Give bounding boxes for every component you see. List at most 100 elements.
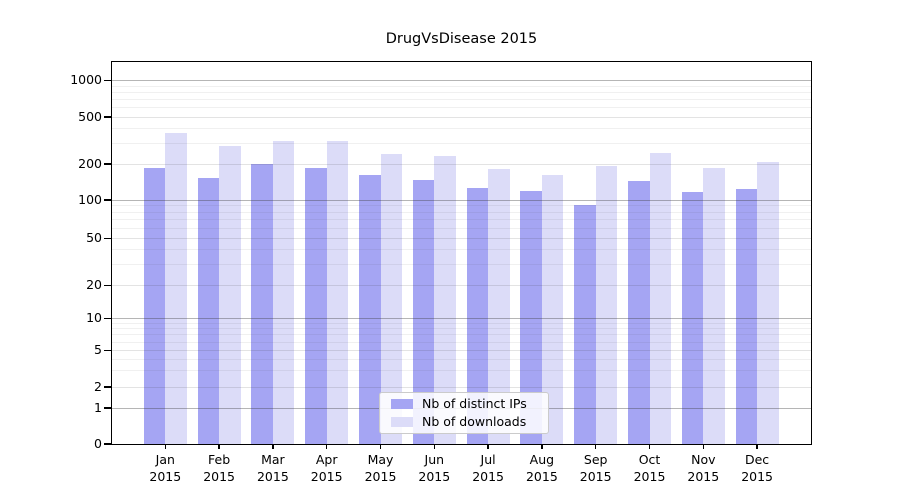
grid-layer (112, 62, 811, 444)
gridline-1000 (112, 80, 811, 81)
x-tick-mark-6 (433, 443, 436, 449)
y-tick-label: 5 (94, 342, 102, 357)
x-tick-label: Sep 2015 (579, 452, 612, 484)
legend-label-downloads: Nb of downloads (422, 414, 527, 429)
bar-nb-of-downloads-jul-2015 (488, 168, 510, 444)
x-tick-label: Feb 2015 (203, 452, 235, 484)
x-tick-label: Mar 2015 (256, 452, 289, 484)
bar-nb-of-downloads-may-2015 (380, 154, 402, 444)
bar-nb-of-distinct-ips-feb-2015 (197, 178, 220, 444)
gridline-minor-70 (112, 219, 811, 221)
x-tick-label: Jun 2015 (418, 452, 451, 484)
legend-swatch-downloads (391, 417, 413, 427)
gridline-minor-8 (112, 328, 811, 330)
bar-nb-of-downloads-sep-2015 (595, 166, 618, 444)
gridline-minor-4 (112, 358, 811, 360)
y-tick-mark-5 (104, 349, 111, 351)
gridline-minor-7 (112, 334, 811, 336)
y-tick-label: 1 (94, 399, 102, 415)
bar-nb-of-downloads-aug-2015 (541, 175, 564, 444)
gridline-minor-600 (112, 106, 811, 108)
y-tick-label: 500 (78, 108, 102, 124)
bar-nb-of-distinct-ips-sep-2015 (574, 204, 596, 444)
x-tick-mark-7 (487, 443, 489, 449)
chart-title: DrugVsDisease 2015 (385, 31, 538, 47)
plot-area (104, 61, 812, 449)
y-tick-label: 1000 (70, 72, 102, 87)
y-tick-mark-100 (104, 199, 111, 201)
bar-nb-of-distinct-ips-oct-2015 (628, 180, 650, 444)
gridline-20 (112, 285, 811, 286)
x-tick-mark-10 (648, 443, 651, 449)
x-tick-mark-2 (218, 443, 220, 449)
x-tick-label: Jan 2015 (149, 452, 182, 484)
gridline-minor-800 (112, 91, 811, 93)
gridline-minor-400 (112, 127, 811, 129)
y-tick-label: 20 (86, 277, 102, 292)
y-tick-label: 100 (78, 191, 102, 207)
gridline-minor-6 (112, 341, 811, 343)
bar-nb-of-downloads-jan-2015 (165, 133, 187, 444)
legend-item-downloads: Nb of downloads (391, 415, 548, 429)
y-tick-mark-10 (104, 317, 111, 319)
gridline-minor-3 (112, 370, 811, 372)
gridline-minor-900 (112, 85, 811, 87)
bar-nb-of-downloads-oct-2015 (649, 153, 671, 444)
bars-layer (112, 62, 811, 444)
gridline-500 (112, 116, 811, 118)
bar-nb-of-downloads-feb-2015 (219, 146, 241, 444)
bar-nb-of-downloads-apr-2015 (326, 141, 349, 444)
gridline-minor-90 (112, 205, 811, 207)
bar-nb-of-distinct-ips-aug-2015 (520, 191, 542, 444)
y-tick-mark-50 (104, 237, 111, 239)
x-tick-mark-12 (756, 443, 758, 449)
gridline-minor-700 (112, 98, 811, 100)
y-tick-label: 2 (94, 378, 102, 394)
y-tick-mark-0 (104, 443, 111, 445)
gridline-minor-30 (112, 264, 811, 266)
x-tick-mark-8 (541, 443, 543, 449)
gridline-minor-60 (112, 227, 811, 229)
legend-item-distinct-ips: Nb of distinct IPs (391, 397, 548, 411)
x-tick-label: May 2015 (364, 452, 397, 484)
y-tick-label: 50 (86, 230, 102, 245)
bar-nb-of-distinct-ips-apr-2015 (305, 167, 327, 444)
gridline-10 (112, 318, 811, 319)
y-tick-mark-200 (104, 163, 111, 165)
x-tick-label: Aug 2015 (525, 452, 558, 484)
x-tick-mark-5 (379, 443, 382, 449)
legend-label-distinct-ips: Nb of distinct IPs (422, 396, 527, 411)
y-tick-label: 0 (94, 435, 102, 451)
gridline-2 (112, 386, 811, 388)
x-tick-mark-11 (702, 443, 705, 449)
bar-nb-of-distinct-ips-jul-2015 (466, 187, 489, 444)
bar-nb-of-downloads-mar-2015 (272, 141, 295, 444)
x-tick-label: Jul 2015 (472, 452, 504, 484)
bar-nb-of-distinct-ips-mar-2015 (251, 163, 273, 444)
bar-nb-of-distinct-ips-nov-2015 (681, 191, 704, 444)
x-tick-label: Oct 2015 (633, 452, 666, 484)
x-tick-mark-3 (272, 443, 274, 449)
gridline-200 (112, 163, 811, 165)
x-tick-mark-1 (164, 443, 167, 449)
bar-nb-of-distinct-ips-may-2015 (359, 175, 381, 444)
x-tick-label: Apr 2015 (310, 452, 343, 484)
bar-nb-of-downloads-jun-2015 (434, 156, 456, 444)
bar-nb-of-downloads-dec-2015 (757, 162, 779, 444)
y-tick-mark-20 (104, 284, 111, 286)
gridline-100 (112, 199, 811, 201)
x-tick-mark-4 (325, 443, 328, 449)
x-tick-label: Dec 2015 (741, 452, 773, 484)
x-tick-label: Nov 2015 (687, 452, 720, 484)
bar-nb-of-distinct-ips-dec-2015 (735, 188, 758, 444)
legend: Nb of distinct IPs Nb of downloads (379, 392, 549, 434)
bar-nb-of-downloads-nov-2015 (703, 167, 725, 444)
gridline-5 (112, 350, 811, 351)
legend-swatch-distinct-ips (391, 399, 413, 409)
x-tick-mark-9 (594, 443, 597, 449)
y-tick-mark-1 (104, 407, 111, 409)
y-tick-label: 200 (78, 155, 102, 171)
y-tick-label: 10 (86, 310, 102, 325)
bar-nb-of-distinct-ips-jan-2015 (143, 167, 166, 444)
